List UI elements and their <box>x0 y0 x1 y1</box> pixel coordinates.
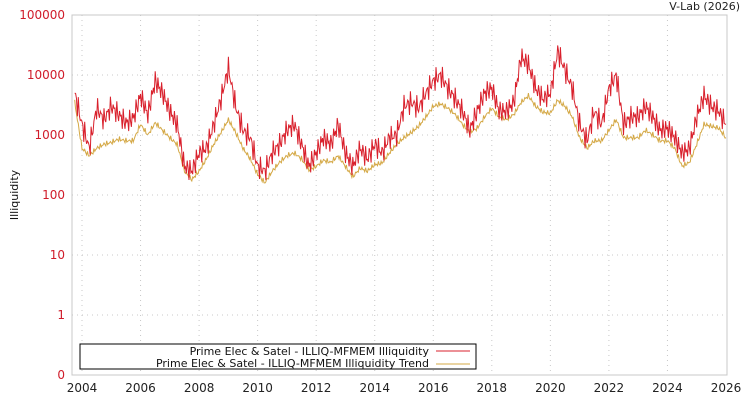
data-series <box>74 45 727 184</box>
y-tick-label: 1000 <box>34 128 65 142</box>
x-axis-ticks: 2004 2006 2008 2010 2012 2014 2016 2018 2020 2022… <box>67 381 742 395</box>
y-tick-label: 100 <box>42 188 65 202</box>
y-tick-label: 10 <box>50 248 65 262</box>
x-tick-label: 2022 <box>594 381 625 395</box>
y-tick-label: 0 <box>57 368 65 382</box>
x-tick-label: 2010 <box>242 381 273 395</box>
credit-label: V-Lab (2026) <box>669 0 740 13</box>
illiquidity-line <box>74 45 727 181</box>
x-tick-label: 2024 <box>652 381 683 395</box>
legend-label-trend: Prime Elec & Satel - ILLIQ-MFMEM Illiqui… <box>156 357 429 370</box>
x-tick-label: 2008 <box>184 381 215 395</box>
y-axis-label: Illiquidity <box>8 169 21 220</box>
x-tick-label: 2018 <box>477 381 508 395</box>
y-tick-label: 100000 <box>19 8 65 22</box>
x-tick-label: 2016 <box>418 381 449 395</box>
illiquidity-trend-line <box>74 93 727 184</box>
x-tick-label: 2012 <box>301 381 332 395</box>
x-tick-label: 2026 <box>711 381 742 395</box>
plot-area <box>71 14 728 376</box>
legend-label-illiquidity: Prime Elec & Satel - ILLIQ-MFMEM Illiqui… <box>190 345 430 358</box>
grid-lines <box>72 15 727 375</box>
x-tick-label: 2004 <box>67 381 98 395</box>
x-tick-label: 2006 <box>125 381 156 395</box>
legend-box <box>79 343 477 370</box>
x-tick-label: 2020 <box>535 381 566 395</box>
y-tick-label: 1 <box>57 308 65 322</box>
x-tick-label: 2014 <box>359 381 390 395</box>
y-tick-label: 10000 <box>27 68 65 82</box>
legend: Prime Elec & Satel - ILLIQ-MFMEM Illiqui… <box>79 343 477 370</box>
